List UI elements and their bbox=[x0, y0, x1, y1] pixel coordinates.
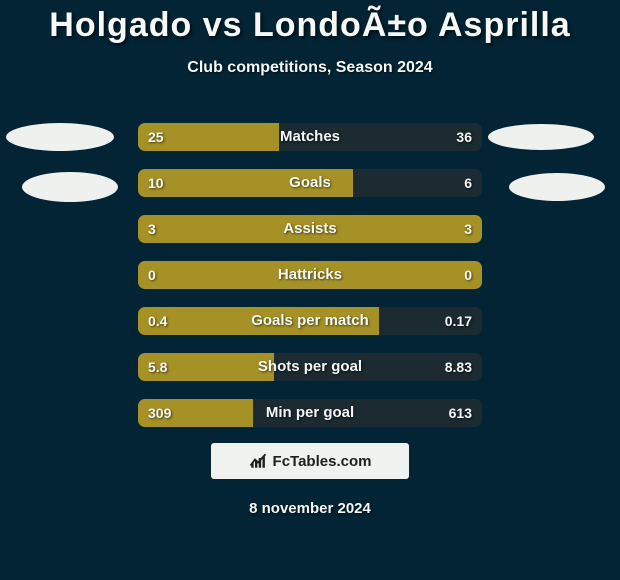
stat-label: Hattricks bbox=[138, 261, 482, 289]
page: Holgado vs LondoÃ±o Asprilla Club compet… bbox=[0, 0, 620, 580]
stat-row: 00Hattricks bbox=[138, 261, 482, 289]
brand-text: FcTables.com bbox=[273, 453, 372, 470]
date-text: 8 november 2024 bbox=[0, 500, 620, 517]
brand-badge[interactable]: FcTables.com bbox=[211, 443, 409, 479]
stats-container: 2536Matches 106Goals 33Assists 00Hattricks 0… bbox=[138, 123, 482, 445]
player-right-ellipse-1 bbox=[488, 124, 594, 150]
stat-label: Assists bbox=[138, 215, 482, 243]
player-right-ellipse-2 bbox=[509, 173, 605, 201]
stat-label: Goals per match bbox=[138, 307, 482, 335]
stat-row: 106Goals bbox=[138, 169, 482, 197]
stat-row: 5.88.83Shots per goal bbox=[138, 353, 482, 381]
page-title: Holgado vs LondoÃ±o Asprilla bbox=[0, 0, 620, 45]
stat-label: Goals bbox=[138, 169, 482, 197]
stat-label: Matches bbox=[138, 123, 482, 151]
stat-label: Shots per goal bbox=[138, 353, 482, 381]
player-left-ellipse-2 bbox=[22, 172, 118, 202]
stat-label: Min per goal bbox=[138, 399, 482, 427]
chart-icon bbox=[249, 452, 267, 470]
stat-row: 33Assists bbox=[138, 215, 482, 243]
stat-row: 0.40.17Goals per match bbox=[138, 307, 482, 335]
subtitle: Club competitions, Season 2024 bbox=[0, 59, 620, 77]
player-left-ellipse-1 bbox=[6, 123, 114, 151]
stat-row: 2536Matches bbox=[138, 123, 482, 151]
stat-row: 309613Min per goal bbox=[138, 399, 482, 427]
